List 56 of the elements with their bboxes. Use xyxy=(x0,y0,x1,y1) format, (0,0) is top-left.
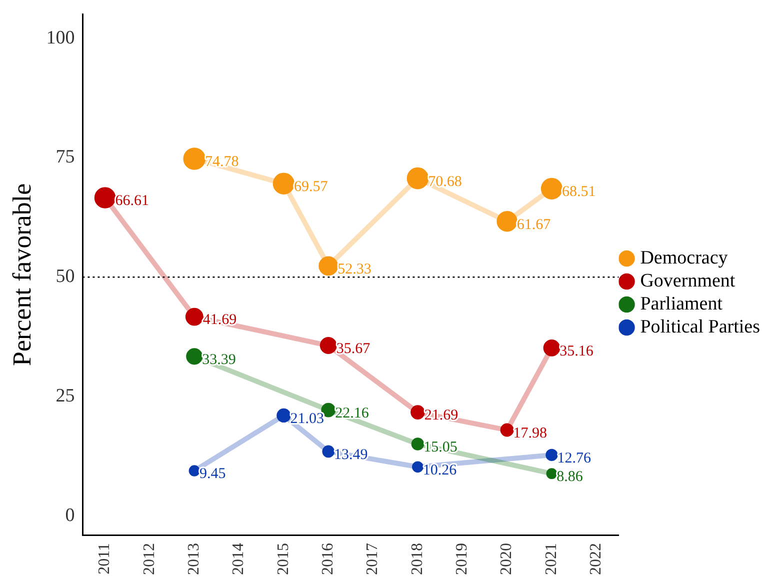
point xyxy=(320,337,337,354)
x-tick-label: 2014 xyxy=(230,543,248,575)
data-label: 17.98 xyxy=(513,425,548,442)
data-label: 66.61 xyxy=(115,193,149,210)
x-tick-label: 2021 xyxy=(542,543,560,575)
point xyxy=(412,461,424,473)
y-axis-title: Percent favorable xyxy=(7,183,36,366)
legend-label: Democracy xyxy=(640,247,728,268)
point xyxy=(272,172,295,194)
data-label: 13.49 xyxy=(334,446,368,463)
data-label: 61.67 xyxy=(516,216,552,233)
data-label: 35.67 xyxy=(336,340,371,357)
data-label: 70.68 xyxy=(428,174,462,190)
data-label: 15.05 xyxy=(424,439,458,456)
y-tick-label: 100 xyxy=(46,27,75,48)
data-label: 10.26 xyxy=(422,462,458,478)
point xyxy=(543,340,560,356)
point xyxy=(496,211,518,232)
x-tick-label: 2020 xyxy=(498,543,516,575)
point xyxy=(546,448,558,462)
x-tick-label: 2012 xyxy=(140,543,158,575)
x-tick-label: 2022 xyxy=(588,543,605,575)
legend-label: Political Parties xyxy=(640,316,760,338)
point xyxy=(411,438,424,450)
x-tick-label: 2011 xyxy=(96,543,114,574)
point xyxy=(188,465,200,476)
x-tick-label: 2017 xyxy=(364,543,382,575)
point xyxy=(540,178,562,200)
data-label: 12.76 xyxy=(557,450,592,466)
y-tick-label: 0 xyxy=(65,504,75,526)
data-label: 33.39 xyxy=(202,352,236,368)
y-tick-label: 75 xyxy=(56,146,75,168)
point xyxy=(406,167,429,190)
data-label: 9.45 xyxy=(199,466,226,482)
x-tick-label: 2013 xyxy=(186,543,203,575)
point xyxy=(185,308,204,326)
data-label: 21.69 xyxy=(424,408,458,424)
data-label: 41.69 xyxy=(202,312,237,328)
point xyxy=(322,445,335,458)
legend-label: Parliament xyxy=(640,293,724,314)
data-label: 22.16 xyxy=(335,405,370,422)
data-label: 52.33 xyxy=(338,261,372,278)
legend-label: Government xyxy=(640,270,736,292)
data-label: 68.51 xyxy=(562,184,596,200)
data-label: 21.03 xyxy=(290,410,324,427)
point xyxy=(183,148,206,170)
x-tick-label: 2016 xyxy=(320,543,337,575)
y-tick-label: 50 xyxy=(56,266,75,288)
y-tick-label: 25 xyxy=(56,385,75,406)
x-tick-label: 2018 xyxy=(408,543,426,575)
data-label: 69.57 xyxy=(294,179,328,196)
data-label: 74.78 xyxy=(205,154,239,170)
x-tick-label: 2019 xyxy=(454,543,471,575)
data-label: 35.16 xyxy=(560,343,594,360)
x-tick-label: 2015 xyxy=(274,543,292,575)
data-label: 8.86 xyxy=(556,469,584,486)
